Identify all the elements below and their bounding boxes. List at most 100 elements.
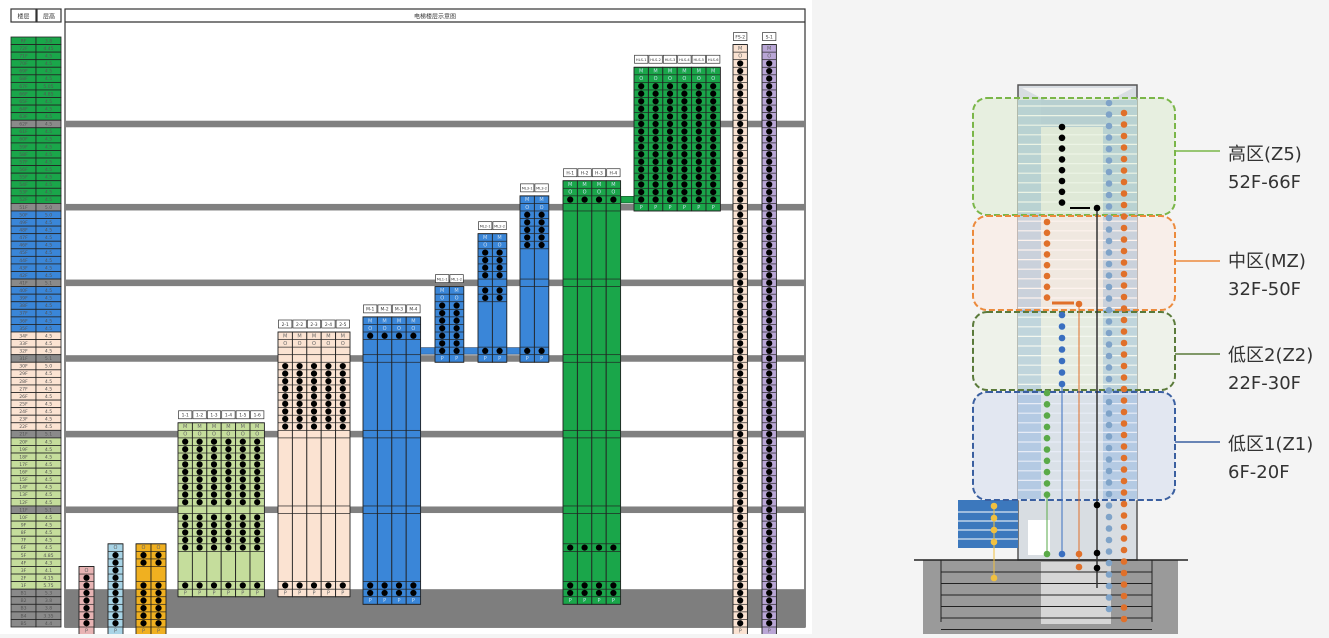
stop-dot	[710, 151, 717, 158]
fire-elevator-dot	[1120, 604, 1128, 611]
stop-dot	[737, 302, 744, 309]
zone-box	[972, 97, 1176, 216]
stop-dot	[140, 552, 147, 559]
fire-elevator-dot	[1120, 500, 1128, 508]
stop-dot	[737, 128, 744, 135]
floor-height: 4.5	[45, 235, 52, 241]
stop-dot	[766, 431, 773, 438]
car-label-box	[235, 410, 250, 420]
service-elevator-dot	[1105, 168, 1113, 176]
stop-dot	[210, 582, 218, 589]
stop-dot	[453, 309, 460, 317]
stop-dot	[196, 438, 203, 445]
refuge-floor-band	[65, 430, 805, 438]
car-label-box	[391, 304, 407, 314]
car-label-box	[292, 319, 307, 329]
stop-dot	[638, 98, 645, 105]
floor-name: 4F	[21, 560, 27, 566]
floor-height: 4.5	[45, 122, 52, 128]
machine-room-mark: M	[539, 197, 543, 203]
pit-mark: P	[341, 591, 344, 597]
overhead-mark: O	[411, 326, 415, 332]
stop-dot	[681, 166, 688, 173]
stop-dot	[239, 446, 246, 453]
stop-dot	[112, 604, 119, 612]
stop-dot	[766, 317, 773, 324]
stop-dot	[766, 536, 773, 544]
stop-dot	[681, 158, 688, 165]
car-label-box	[192, 410, 207, 420]
stop-dot	[325, 393, 332, 400]
stop-dot	[140, 612, 147, 619]
stop-dot	[567, 544, 574, 551]
stop-dot	[339, 393, 346, 400]
stop-dot	[766, 226, 773, 233]
pit-mark: P	[540, 356, 543, 362]
floor-height: 4.5	[45, 99, 52, 105]
elevator-car-shaft	[376, 316, 393, 605]
pit-mark: P	[739, 628, 742, 634]
stop-dot	[496, 287, 503, 294]
service-elevator-dot	[1105, 283, 1113, 291]
service-elevator-dot	[1105, 467, 1113, 475]
low1-zone-dot	[1043, 468, 1051, 476]
stop-dot	[182, 582, 189, 589]
stop-dot	[737, 453, 744, 460]
stop-dot	[254, 446, 261, 453]
floor-height: 4.5	[45, 190, 52, 196]
stop-dot	[182, 536, 189, 544]
floor-name: B3	[20, 606, 26, 612]
floor-height: 4.5	[45, 288, 52, 294]
fire-elevator-dot	[1120, 190, 1128, 197]
floor-name: 19F	[19, 447, 28, 453]
stop-dot	[681, 136, 688, 143]
fire-elevator-dot	[1120, 236, 1128, 243]
machine-room-mark: M	[767, 46, 771, 52]
elevator-car-shaft	[362, 316, 378, 605]
machine-room-mark: M	[397, 318, 401, 324]
stop-dot	[652, 83, 659, 90]
stop-dot	[325, 378, 332, 385]
stop-dot	[210, 468, 218, 476]
pit-mark: P	[455, 356, 458, 362]
stop-dot	[666, 188, 674, 196]
stop-dot	[196, 491, 203, 498]
floor-height: 4.1	[45, 568, 52, 574]
stop-dot	[681, 188, 688, 196]
floor-height: 4.4	[45, 621, 52, 627]
car-label: 2-1	[282, 322, 289, 328]
floor-height: 4.5	[45, 538, 52, 544]
floor-name: 51F	[19, 205, 28, 211]
service-elevator-dot	[1105, 479, 1113, 486]
stop-dot	[182, 483, 189, 491]
pit-mark: P	[526, 356, 529, 362]
floor-height: 4.5	[45, 409, 52, 415]
stop-dot	[766, 415, 773, 423]
zone-range: 22F-30F	[1228, 373, 1302, 394]
service-elevator-dot	[1105, 410, 1113, 417]
height-cell	[35, 619, 62, 628]
floor-name: 30F	[19, 364, 28, 370]
stop-dot	[766, 612, 773, 619]
stop-dot	[239, 536, 246, 544]
stop-dot	[766, 264, 773, 271]
floor-height: 4.5	[45, 401, 52, 407]
floor-height: 4.5	[45, 220, 52, 226]
stop-dot	[239, 529, 246, 536]
service-elevator-dot	[1105, 444, 1113, 452]
overhead-mark: O	[668, 76, 672, 82]
pit-mark: P	[212, 591, 215, 597]
stop-dot	[666, 83, 674, 90]
stop-dot	[737, 483, 744, 491]
stop-dot	[395, 589, 403, 597]
stop-dot	[595, 582, 603, 589]
stop-dot	[196, 483, 203, 491]
stop-dot	[482, 257, 489, 264]
stop-dot	[225, 521, 232, 528]
service-elevator-dot	[1105, 571, 1113, 578]
pit-mark: P	[198, 591, 201, 597]
machine-room-mark: M	[382, 318, 386, 324]
stop-dot	[496, 294, 503, 302]
stop-dot	[737, 529, 744, 536]
elevator-group-shuttle-2: O P O P	[135, 543, 167, 636]
